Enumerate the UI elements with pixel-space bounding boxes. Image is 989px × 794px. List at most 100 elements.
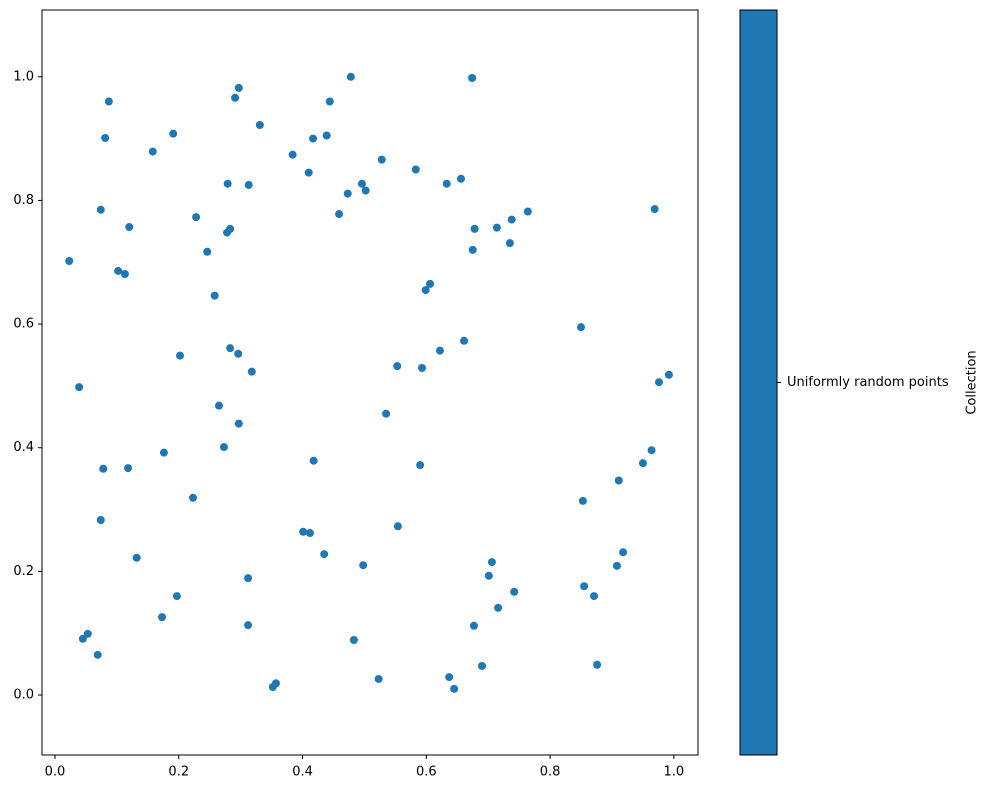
colorbar-tick-label: Uniformly random points (787, 375, 949, 390)
x-tick-label: 0.8 (540, 765, 561, 780)
y-tick-label: 0.8 (13, 193, 34, 208)
point (99, 464, 108, 473)
point (223, 179, 232, 188)
point (577, 323, 586, 332)
point (361, 186, 370, 195)
x-tick-label: 0.2 (168, 765, 189, 780)
y-tick-label: 0.2 (13, 564, 34, 579)
point (244, 180, 253, 189)
point (494, 603, 503, 612)
point (619, 548, 628, 557)
point (226, 224, 235, 233)
point (484, 571, 493, 580)
point (114, 266, 123, 275)
y-tick-label: 0.4 (13, 440, 34, 455)
point (426, 279, 435, 288)
point (346, 72, 355, 81)
point (510, 587, 519, 596)
point (299, 527, 308, 536)
point (234, 83, 243, 92)
point (590, 592, 599, 601)
point (382, 409, 391, 418)
point (638, 459, 647, 468)
point (172, 592, 181, 601)
point (417, 363, 426, 372)
point (505, 239, 514, 248)
point (305, 529, 314, 538)
point (349, 636, 358, 645)
point (304, 168, 313, 177)
point (523, 207, 532, 216)
point (445, 673, 454, 682)
point (83, 629, 92, 638)
point (101, 133, 110, 142)
point (247, 367, 256, 376)
y-tick-label: 0.6 (13, 317, 34, 332)
point (335, 210, 344, 219)
point (65, 257, 74, 266)
y-tick-label: 1.0 (13, 69, 34, 84)
point (244, 621, 253, 630)
point (421, 286, 430, 295)
point (612, 561, 621, 570)
point (442, 179, 451, 188)
point (309, 456, 318, 465)
point (393, 522, 402, 531)
point (320, 550, 329, 559)
point (374, 674, 383, 683)
point (647, 446, 656, 455)
point (468, 74, 477, 83)
colorbar (739, 9, 778, 756)
point (470, 224, 479, 233)
point (244, 574, 253, 583)
plot-frame (41, 9, 699, 756)
point (93, 650, 102, 659)
point (325, 97, 334, 106)
point (104, 97, 113, 106)
colorbar-label: Collection (965, 350, 980, 414)
point (255, 120, 264, 129)
point (655, 378, 664, 387)
point (124, 464, 133, 473)
point (132, 553, 141, 562)
point (78, 634, 87, 643)
point (456, 174, 465, 183)
point (288, 150, 297, 159)
point (469, 621, 478, 630)
point (487, 558, 496, 567)
x-tick-label: 0.4 (292, 765, 313, 780)
point (614, 476, 623, 485)
point (158, 613, 167, 622)
point (75, 383, 84, 392)
point (580, 582, 589, 591)
point (664, 370, 673, 379)
point (377, 155, 386, 164)
point (435, 346, 444, 355)
point (450, 684, 459, 693)
point (120, 269, 129, 278)
point (593, 660, 602, 669)
point (159, 448, 168, 457)
point (192, 213, 201, 222)
point (210, 291, 219, 300)
point (148, 147, 157, 156)
point (468, 245, 477, 254)
point (650, 205, 659, 214)
point (460, 336, 469, 345)
y-tick-label: 0.0 (13, 688, 34, 703)
point (96, 205, 105, 214)
point (411, 165, 420, 174)
point (492, 223, 501, 232)
point (309, 134, 318, 143)
x-tick-label: 1.0 (664, 765, 685, 780)
x-tick-label: 0.0 (45, 765, 66, 780)
point (176, 351, 185, 360)
point (219, 443, 228, 452)
point (507, 215, 516, 224)
point (393, 362, 402, 371)
point (478, 661, 487, 670)
point (359, 561, 368, 570)
point (271, 679, 280, 688)
